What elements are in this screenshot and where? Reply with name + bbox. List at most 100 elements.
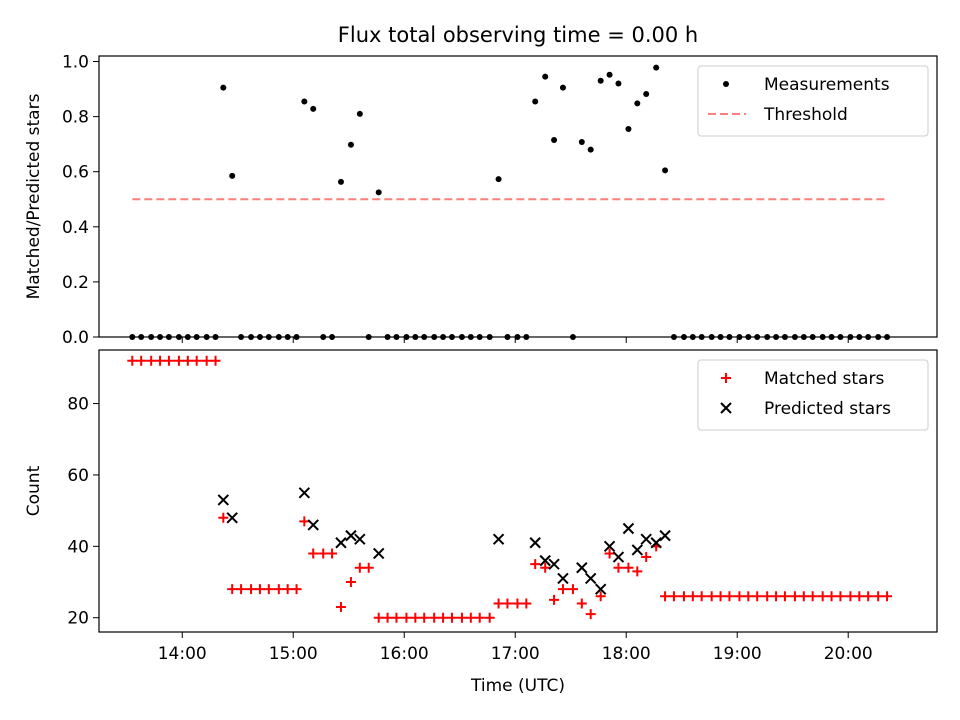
y-tick-label: 1.0 [62,53,89,73]
data-point [817,591,828,602]
data-point [678,591,689,602]
data-point [662,167,669,174]
data-point [345,577,356,588]
data-point [229,172,236,179]
data-point [625,126,632,133]
axes-frame [98,55,938,338]
data-point [492,533,505,545]
data-point [273,584,284,595]
data-point [227,584,238,595]
data-point [512,598,523,609]
data-point [465,612,476,623]
data-point [226,512,238,524]
data-point [356,110,363,117]
data-point [246,584,257,595]
data-point [375,189,382,196]
legend-label: Measurements [764,75,890,95]
data-point [127,355,138,366]
legend-box [697,65,929,137]
y-tick-label: 0.2 [62,273,89,293]
data-point [173,355,184,366]
bottom-panel: 20 40 60 80 14:00 15:00 16:00 17:00 18:00 19:00 20… [24,349,938,696]
data-point [715,591,726,602]
data-point [372,547,385,560]
data-point [613,562,624,573]
y-tick-label: 0.8 [62,108,89,128]
data-point [456,612,467,623]
data-point [612,551,625,563]
data-point [826,591,837,602]
data-point [659,529,671,542]
data-point [798,591,809,602]
data-point [218,512,229,523]
data-point [347,141,354,148]
data-point [631,544,644,556]
data-point [220,84,227,91]
data-point [291,584,302,595]
data-point [529,537,541,549]
data-point [634,100,641,107]
series-0 [127,355,893,623]
series-1 [217,487,671,595]
y-tick-label: 80 [67,395,89,415]
data-point [236,584,247,595]
data-point [854,591,865,602]
data-point [301,98,308,105]
data-point [653,64,660,71]
data-point [530,559,541,570]
data-point [668,591,679,602]
data-point [419,612,430,623]
data-point [493,598,504,609]
data-point [163,355,174,366]
data-point [308,548,319,559]
data-point [576,598,587,609]
x-tick-label: 16:00 [380,644,429,664]
data-point [771,591,782,602]
legend: Matched stars Predicted stars [697,359,929,431]
data-point [706,591,717,602]
data-point [615,80,622,87]
data-point [345,529,357,542]
data-point [595,591,606,602]
data-point [660,591,671,602]
data-point [720,402,732,414]
data-point [721,373,731,383]
data-point [585,609,596,620]
legend-handle [720,402,732,414]
data-point [363,562,374,573]
legend-label: Predicted stars [764,399,891,419]
data-point [551,137,558,144]
data-point [540,562,551,573]
x-tick-label: 17:00 [491,644,540,664]
data-point [310,105,317,112]
data-point [559,84,566,91]
data-point [146,355,157,366]
data-point [263,584,274,595]
legend-label: Matched stars [764,369,884,389]
data-point [217,494,230,506]
data-point [650,537,662,549]
y-tick-label: 20 [67,609,89,629]
data-point [845,591,856,602]
data-point [391,612,402,623]
data-point [594,583,607,595]
data-point [576,562,588,574]
data-point [640,533,652,545]
data-point [438,612,449,623]
data-point [779,591,790,602]
data-point [643,91,650,98]
data-point [606,71,613,78]
x-axis-label: Time (UTC) [470,676,565,696]
y-axis-label: Matched/Predicted stars [24,93,44,299]
legend-label: Threshold [763,105,848,125]
data-point [210,355,221,366]
data-point [604,548,615,559]
data-point [446,612,457,623]
data-point [307,519,319,531]
data-point [743,591,754,602]
data-point [603,540,616,553]
data-point [136,355,147,366]
data-point [299,516,310,527]
data-point [567,584,578,595]
x-tick-label: 18:00 [602,644,651,664]
